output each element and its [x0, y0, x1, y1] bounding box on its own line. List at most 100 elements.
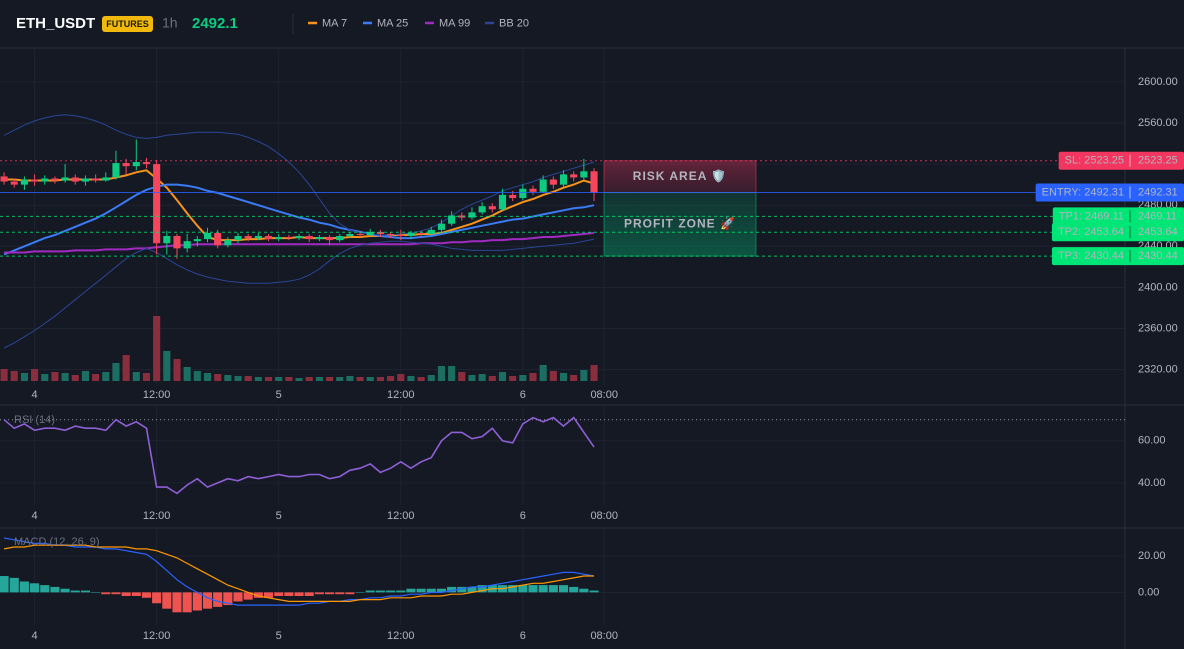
x-tick-label: 6 — [520, 510, 526, 522]
level-price: 2492.31 — [1138, 186, 1178, 198]
level-tag — [1051, 247, 1184, 266]
level-price: 2430.44 — [1138, 250, 1178, 262]
volume-bar — [173, 359, 181, 381]
candle-body — [203, 232, 212, 240]
interval[interactable]: 1h — [162, 15, 178, 31]
macd-histogram-bar — [19, 581, 29, 593]
pane-title: MACD (12, 26, 9) — [14, 536, 100, 548]
x-tick-label: 12:00 — [143, 510, 171, 522]
volume-bar — [468, 375, 476, 381]
candle-body — [448, 215, 456, 224]
badge: FUTURES — [106, 19, 149, 29]
macd-histogram-bar — [91, 592, 101, 593]
x-tick-label: 08:00 — [590, 389, 618, 401]
y-tick-label: 2600.00 — [1138, 76, 1178, 88]
volume-bar — [366, 377, 374, 381]
macd-histogram-bar — [457, 586, 467, 593]
x-tick-label: 08:00 — [590, 630, 618, 642]
volume-bar — [102, 372, 110, 381]
candle-body — [173, 236, 181, 249]
y-tick-label: 2320.00 — [1138, 363, 1178, 375]
x-tick-label: 5 — [276, 510, 282, 522]
legend-label: MA 7 — [322, 17, 347, 29]
macd-histogram-bar — [569, 586, 579, 593]
level-tag — [1052, 207, 1184, 226]
candle-body — [458, 215, 466, 218]
macd-histogram-bar — [294, 592, 304, 596]
macd-histogram-bar — [121, 592, 131, 596]
macd-histogram-bar — [396, 590, 406, 593]
x-tick-label: 6 — [520, 389, 526, 401]
candle-body — [92, 178, 100, 181]
candle-body — [112, 163, 120, 178]
volume-bar — [81, 371, 90, 381]
macd-histogram-bar — [518, 585, 528, 593]
volume-bar — [580, 370, 588, 381]
candle-body — [264, 236, 273, 240]
volume-bar — [92, 374, 100, 381]
macd-histogram-bar — [436, 588, 447, 593]
candle-body — [519, 188, 527, 199]
candle-body — [397, 234, 405, 237]
macd-histogram-bar — [111, 592, 121, 595]
candle-body — [427, 229, 435, 234]
macd-histogram-bar — [223, 592, 233, 606]
macd-histogram-bar — [447, 586, 457, 593]
zone — [603, 160, 757, 194]
candle-body — [163, 236, 171, 244]
macd-histogram-bar — [335, 592, 345, 595]
x-tick-label: 08:00 — [590, 510, 618, 522]
level-label: TP3: 2430.44 — [1058, 250, 1124, 262]
candle-body — [41, 178, 49, 182]
candle-body — [224, 240, 232, 246]
candle-body — [356, 233, 364, 235]
candle-body — [387, 233, 395, 235]
symbol: ETH_USDT — [16, 15, 95, 32]
macd-histogram-bar — [477, 585, 487, 593]
y-tick-label: 2360.00 — [1138, 322, 1178, 334]
macd-histogram-bar — [314, 592, 324, 595]
candle-body — [346, 233, 354, 237]
x-tick-label: 5 — [276, 389, 282, 401]
volume-bar — [509, 376, 517, 381]
level-label: TP1: 2469.11 — [1059, 210, 1124, 222]
volume-bar — [163, 351, 171, 381]
volume-bar — [10, 371, 18, 381]
macd-histogram-bar — [355, 592, 365, 593]
macd-histogram-bar — [162, 592, 172, 609]
volume-bar — [590, 365, 598, 381]
volume-bar — [326, 377, 334, 381]
volume-bar — [559, 373, 568, 381]
volume-bar — [20, 373, 28, 381]
volume-bar — [437, 366, 446, 381]
macd-histogram-bar — [0, 576, 9, 593]
macd-histogram-bar — [253, 592, 263, 598]
candle-body — [132, 162, 140, 167]
y-tick-label: 60.00 — [1138, 435, 1166, 447]
macd-line — [3, 537, 595, 606]
macd-histogram-bar — [70, 590, 80, 593]
macd-histogram-bar — [80, 590, 91, 593]
macd-histogram-bar — [304, 592, 314, 596]
level-price: 2523.25 — [1138, 155, 1178, 167]
bb-line — [3, 114, 595, 236]
volume-bar — [142, 373, 151, 381]
zone — [603, 192, 757, 257]
candle-body — [122, 163, 130, 167]
candle-body — [275, 237, 283, 240]
candle-body — [326, 237, 334, 241]
level-label: TP2: 2453.64 — [1058, 226, 1124, 238]
candle-body — [51, 178, 59, 181]
candle-body — [529, 188, 537, 192]
candle-body — [407, 232, 415, 237]
macd-histogram-bar — [508, 585, 518, 593]
candle-body — [468, 212, 476, 218]
volume-bar — [0, 369, 8, 381]
candle-body — [20, 179, 28, 185]
macd-histogram-bar — [325, 592, 335, 595]
volume-bar — [51, 372, 59, 381]
macd-histogram-bar — [213, 592, 223, 607]
level-label: ENTRY: 2492.31 — [1042, 186, 1124, 198]
candle-body — [539, 179, 547, 192]
candle-body — [509, 194, 517, 199]
